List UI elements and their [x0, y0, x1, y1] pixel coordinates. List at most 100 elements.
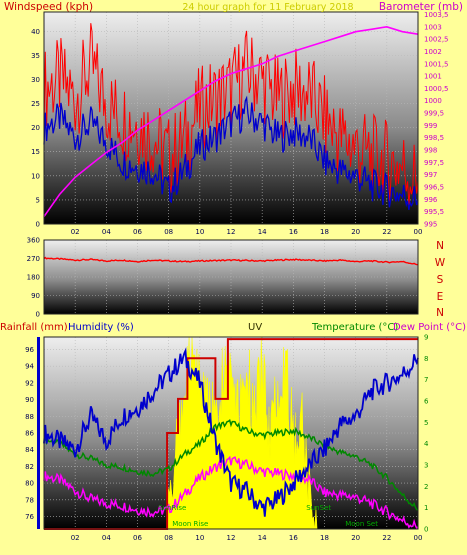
humidity-chart-series: [43, 336, 419, 530]
chart-annotations: SunRise Moon Rise SunSet Moon Set: [158, 504, 378, 528]
wind-direction-line: [43, 256, 419, 266]
temperature-y-tick-label: 9: [424, 334, 428, 342]
humidity-y-tick-label: 88: [25, 413, 34, 421]
barometer-y-tick-label: 1002: [424, 48, 442, 56]
compass-letter-w: W: [435, 257, 446, 269]
compass-letter-s: S: [437, 274, 444, 286]
barometer-axis-title: Barometer (mb): [379, 1, 463, 13]
barometer-y-tick-label: 997,5: [424, 159, 444, 167]
x-tick-label: 00: [414, 534, 423, 542]
rainfall-line: [44, 338, 418, 530]
temperature-y-tick-label: 7: [424, 376, 428, 384]
humidity-line: [43, 347, 419, 517]
barometer-y-tick-label: 996: [424, 196, 438, 204]
wind-average-line: [43, 95, 419, 211]
temperature-y-tick-label: 5: [424, 419, 428, 427]
temperature-y-tick-label: 3: [424, 462, 428, 470]
temperature-line: [43, 419, 419, 511]
x-tick-label: 06: [133, 228, 142, 236]
temperature-y-tick-label: 4: [424, 440, 429, 448]
wind-y-tick-label: 15: [31, 148, 40, 156]
barometer-y-tick-label: 998: [424, 147, 437, 155]
x-tick-label: 12: [227, 228, 236, 236]
x-tick-label: 00: [414, 228, 423, 236]
compass-letters: N W S E N: [435, 240, 446, 319]
x-tick-label: 02: [71, 228, 80, 236]
direction-y-tick-label: 270: [27, 255, 40, 263]
barometer-y-tick-label: 1001,5: [424, 60, 449, 68]
barometer-y-tick-label: 1000: [424, 97, 442, 105]
x-tick-label: 04: [102, 228, 111, 236]
wind-y-tick-label: 10: [31, 172, 40, 180]
wind-y-tick-label: 0: [36, 221, 40, 229]
temperature-y-tick-label: 2: [424, 483, 428, 491]
humidity-y-tick-label: 96: [25, 346, 34, 354]
temperature-axis-title: Temperature (°C): [311, 322, 398, 333]
barometer-y-tick-label: 997: [424, 171, 437, 179]
x-tick-label: 22: [382, 534, 391, 542]
temperature-y-tick-label: 1: [424, 504, 428, 512]
wind-plot-border: [43, 11, 419, 225]
compass-letter-e: E: [437, 291, 444, 303]
direction-plot-border: [43, 239, 419, 315]
wind-y-tick-label: 20: [31, 124, 40, 132]
pressure-line: [43, 25, 419, 218]
barometer-y-tick-label: 999: [424, 122, 437, 130]
x-tick-label: 18: [320, 228, 329, 236]
x-tick-label: 10: [195, 228, 204, 236]
barometer-y-tick-label: 1002,5: [424, 36, 449, 44]
temperature-y-tick-label: 6: [424, 398, 429, 406]
x-tick-label: 20: [351, 228, 360, 236]
barometer-y-tick-label: 999,5: [424, 110, 444, 118]
wind-y-tick-label: 5: [36, 196, 40, 204]
x-tick-label: 10: [195, 534, 204, 542]
x-tick-label: 08: [164, 534, 173, 542]
x-tick-label: 02: [71, 534, 80, 542]
humidity-y-tick-label: 78: [25, 496, 34, 504]
chart-title: 24 hour graph for 11 February 2018: [182, 2, 353, 13]
x-tick-label: 12: [227, 534, 236, 542]
compass-letter-bottom-n: N: [436, 307, 444, 319]
sun-moon-annotation: SunRise: [158, 504, 186, 512]
wind-chart-series: [43, 23, 419, 218]
humidity-y-tick-label: 86: [25, 430, 34, 438]
barometer-y-tick-label: 995,5: [424, 208, 444, 216]
axis-tick-labels: 0510152025303540995995,5996996,5997997,5…: [25, 11, 448, 542]
sun-moon-annotation: Moon Rise: [172, 520, 208, 528]
barometer-y-tick-label: 1003: [424, 23, 442, 31]
x-tick-label: 16: [289, 228, 298, 236]
x-tick-label: 04: [102, 534, 111, 542]
humidity-y-tick-label: 90: [25, 396, 34, 404]
x-tick-label: 08: [164, 228, 173, 236]
barometer-y-tick-label: 1001: [424, 73, 442, 81]
humidity-y-tick-label: 76: [25, 513, 34, 521]
direction-y-tick-label: 90: [31, 292, 40, 300]
barometer-y-tick-label: 998,5: [424, 134, 444, 142]
compass-letter-top-n: N: [436, 240, 444, 252]
direction-y-tick-label: 180: [27, 274, 40, 282]
x-tick-label: 14: [258, 228, 267, 236]
wind-y-tick-label: 35: [31, 52, 40, 60]
humidity-axis-title: Humidity (%): [68, 322, 134, 333]
uv-area: [44, 336, 418, 530]
wind-y-tick-label: 25: [31, 100, 40, 108]
temperature-y-tick-label: 8: [424, 355, 428, 363]
humidity-plot-border: [43, 336, 419, 530]
x-tick-label: 14: [258, 534, 267, 542]
humidity-y-tick-label: 82: [25, 463, 34, 471]
rainfall-axis-title: Rainfall (mm): [0, 322, 68, 333]
barometer-y-tick-label: 1000,5: [424, 85, 449, 93]
dewpoint-axis-title: Dew Point (°C): [393, 322, 466, 333]
x-tick-label: 18: [320, 534, 329, 542]
humidity-y-tick-label: 94: [25, 363, 34, 371]
direction-chart-series: [43, 256, 419, 266]
uv-axis-title: UV: [248, 322, 262, 333]
barometer-y-tick-label: 1003,5: [424, 11, 449, 19]
windspeed-axis-title: Windspeed (kph): [4, 1, 93, 13]
temperature-y-tick-label: 0: [424, 526, 428, 534]
humidity-y-tick-label: 84: [25, 446, 34, 454]
wind-y-tick-label: 30: [31, 76, 40, 84]
x-tick-label: 16: [289, 534, 298, 542]
x-tick-label: 22: [382, 228, 391, 236]
